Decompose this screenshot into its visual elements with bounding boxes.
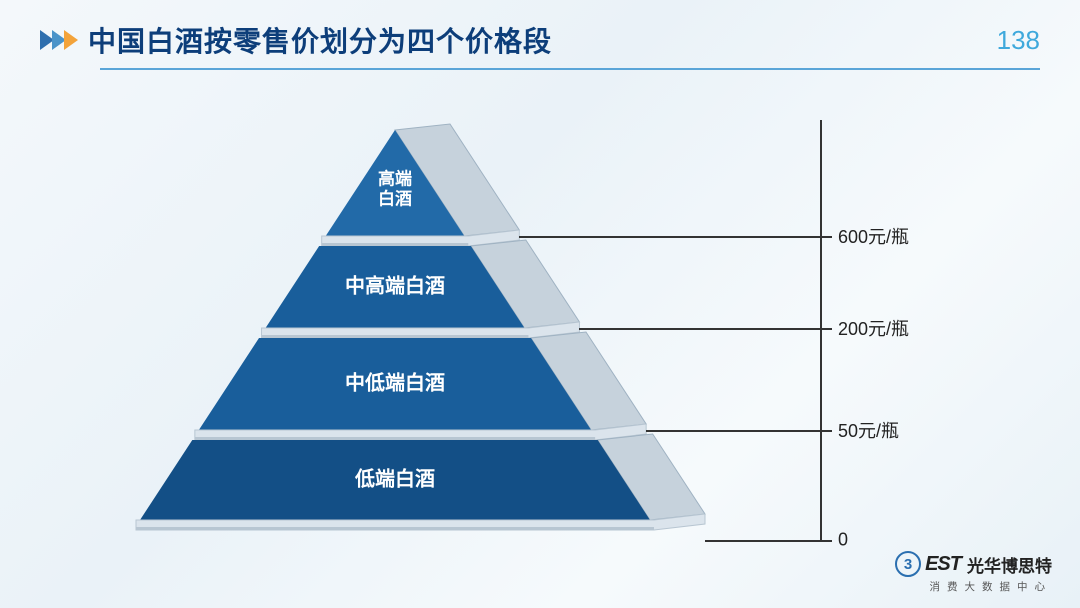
slide-title: 中国白酒按零售价划分为四个价格段 bbox=[88, 20, 552, 60]
axis-tick bbox=[820, 540, 832, 542]
logo-subtitle: 消费大数据中心 bbox=[895, 579, 1052, 594]
title-wrap: 中国白酒按零售价划分为四个价格段 bbox=[40, 20, 552, 60]
logo-text-cn: 光华博思特 bbox=[967, 552, 1052, 577]
axis-tick-label: 200元/瓶 bbox=[838, 315, 909, 341]
axis-tick-label: 600元/瓶 bbox=[838, 223, 909, 249]
axis-tick bbox=[820, 236, 832, 238]
page-number: 138 bbox=[997, 25, 1040, 56]
slide-header: 中国白酒按零售价划分为四个价格段 138 bbox=[0, 0, 1080, 68]
pyramid-tier-label: 低端白酒 bbox=[355, 469, 435, 492]
axis-connector bbox=[519, 236, 820, 238]
axis-connector bbox=[646, 430, 820, 432]
logo-text-en: EST bbox=[925, 553, 961, 576]
brand-logo: 3 EST 光华博思特 消费大数据中心 bbox=[895, 551, 1052, 594]
pyramid-tier-label: 中低端白酒 bbox=[345, 373, 445, 396]
diagram-stage: 高端白酒中高端白酒中低端白酒低端白酒 600元/瓶 200元/瓶 50元/瓶 0 bbox=[0, 90, 1080, 548]
axis-tick-label: 50元/瓶 bbox=[838, 417, 899, 443]
pyramid-tier-label: 高端白酒 bbox=[378, 169, 412, 208]
axis-tick-label: 0 bbox=[838, 530, 848, 551]
logo-mark-icon: 3 bbox=[895, 551, 921, 577]
axis-connector bbox=[579, 328, 820, 330]
chevron-icon bbox=[40, 30, 76, 50]
axis-tick bbox=[820, 430, 832, 432]
pyramid-diagram bbox=[0, 90, 900, 570]
price-axis bbox=[820, 120, 822, 540]
title-underline bbox=[100, 68, 1040, 70]
axis-tick bbox=[820, 328, 832, 330]
axis-connector bbox=[705, 540, 820, 542]
pyramid-tier-label: 中高端白酒 bbox=[345, 276, 445, 299]
